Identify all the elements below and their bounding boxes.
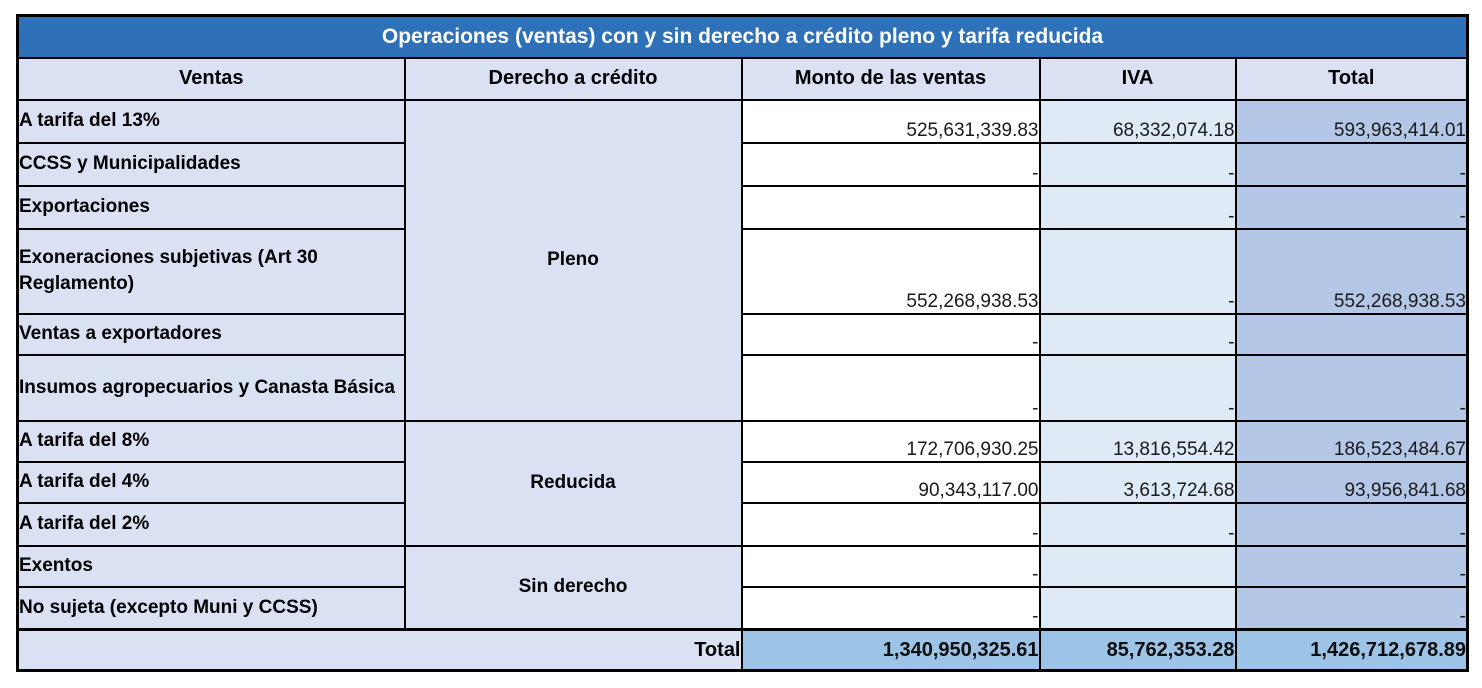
monto-cell: -	[740, 544, 1041, 588]
iva-cell: -	[1038, 353, 1237, 422]
total-cell: -	[1234, 501, 1469, 547]
iva-cell: -	[1038, 141, 1237, 187]
total-cell: 552,268,938.53	[1234, 227, 1469, 315]
row-label-insumos: Insumos agropecuarios y Canasta Básica	[16, 353, 406, 422]
totals-total: 1,426,712,678.89	[1234, 628, 1469, 672]
iva-cell: 68,332,074.18	[1038, 98, 1237, 144]
total-cell	[1234, 312, 1469, 356]
row-label-tarifa-13: A tarifa del 13%	[16, 98, 406, 144]
iva-cell: 13,816,554.42	[1038, 419, 1237, 463]
iva-cell: -	[1038, 227, 1237, 315]
total-cell: -	[1234, 184, 1469, 230]
column-header-row: Ventas Derecho a crédito Monto de las ve…	[16, 56, 1469, 101]
col-header-total: Total	[1234, 56, 1469, 101]
table-row: A tarifa del 8% Reducida 172,706,930.25 …	[16, 419, 1469, 547]
credit-group-sin-derecho: Sin derecho	[403, 544, 743, 631]
iva-cell: -	[1038, 501, 1237, 547]
row-label-ccss: CCSS y Municipalidades	[16, 141, 406, 187]
iva-cell: 3,613,724.68	[1038, 460, 1237, 504]
credit-group-reducida: Reducida	[403, 419, 743, 547]
table-row: A tarifa del 4% 90,343,117.00 3,613,724.…	[16, 460, 1469, 504]
table-title: Operaciones (ventas) con y sin derecho a…	[16, 14, 1469, 59]
table-row: Exentos Sin derecho - -	[16, 544, 1469, 631]
row-label-ventas-exportadores: Ventas a exportadores	[16, 312, 406, 356]
monto-cell: -	[740, 312, 1041, 356]
monto-cell: 525,631,339.83	[740, 98, 1041, 144]
total-cell: 93,956,841.68	[1234, 460, 1469, 504]
table-row: Exportaciones - -	[16, 184, 1469, 230]
col-header-iva: IVA	[1038, 56, 1237, 101]
row-label-tarifa-4: A tarifa del 4%	[16, 460, 406, 504]
row-label-exoneraciones: Exoneraciones subjetivas (Art 30 Reglame…	[16, 227, 406, 315]
monto-cell: 90,343,117.00	[740, 460, 1041, 504]
table-row: Exoneraciones subjetivas (Art 30 Reglame…	[16, 227, 1469, 315]
monto-cell: -	[740, 585, 1041, 631]
iva-cell: -	[1038, 184, 1237, 230]
table-row: Ventas a exportadores - -	[16, 312, 1469, 356]
monto-cell: -	[740, 141, 1041, 187]
total-cell: -	[1234, 353, 1469, 422]
row-label-no-sujeta: No sujeta (excepto Muni y CCSS)	[16, 585, 406, 631]
table-title-row: Operaciones (ventas) con y sin derecho a…	[16, 14, 1469, 59]
row-label-tarifa-2: A tarifa del 2%	[16, 501, 406, 547]
table-row: A tarifa del 2% - - -	[16, 501, 1469, 547]
row-label-exportaciones: Exportaciones	[16, 184, 406, 230]
totals-row: Total 1,340,950,325.61 85,762,353.28 1,4…	[16, 628, 1469, 672]
total-cell: -	[1234, 544, 1469, 588]
total-cell: 593,963,414.01	[1234, 98, 1469, 144]
monto-cell	[740, 184, 1041, 230]
iva-cell	[1038, 585, 1237, 631]
vat-operations-table: Operaciones (ventas) con y sin derecho a…	[16, 14, 1469, 672]
col-header-ventas: Ventas	[16, 56, 406, 101]
col-header-derecho: Derecho a crédito	[403, 56, 743, 101]
totals-monto: 1,340,950,325.61	[740, 628, 1041, 672]
row-label-exentos: Exentos	[16, 544, 406, 588]
table-row: No sujeta (excepto Muni y CCSS) - -	[16, 585, 1469, 631]
total-cell: -	[1234, 585, 1469, 631]
row-label-tarifa-8: A tarifa del 8%	[16, 419, 406, 463]
total-cell: -	[1234, 141, 1469, 187]
table-row: A tarifa del 13% Pleno 525,631,339.83 68…	[16, 98, 1469, 422]
monto-cell: 552,268,938.53	[740, 227, 1041, 315]
table-row: CCSS y Municipalidades - - -	[16, 141, 1469, 187]
col-header-monto: Monto de las ventas	[740, 56, 1041, 101]
table-row: Insumos agropecuarios y Canasta Básica -…	[16, 353, 1469, 422]
monto-cell: 172,706,930.25	[740, 419, 1041, 463]
iva-cell: -	[1038, 312, 1237, 356]
total-cell: 186,523,484.67	[1234, 419, 1469, 463]
monto-cell: -	[740, 353, 1041, 422]
credit-group-pleno: Pleno	[403, 98, 743, 422]
totals-iva: 85,762,353.28	[1038, 628, 1237, 672]
iva-cell	[1038, 544, 1237, 588]
monto-cell: -	[740, 501, 1041, 547]
totals-label: Total	[16, 628, 743, 672]
